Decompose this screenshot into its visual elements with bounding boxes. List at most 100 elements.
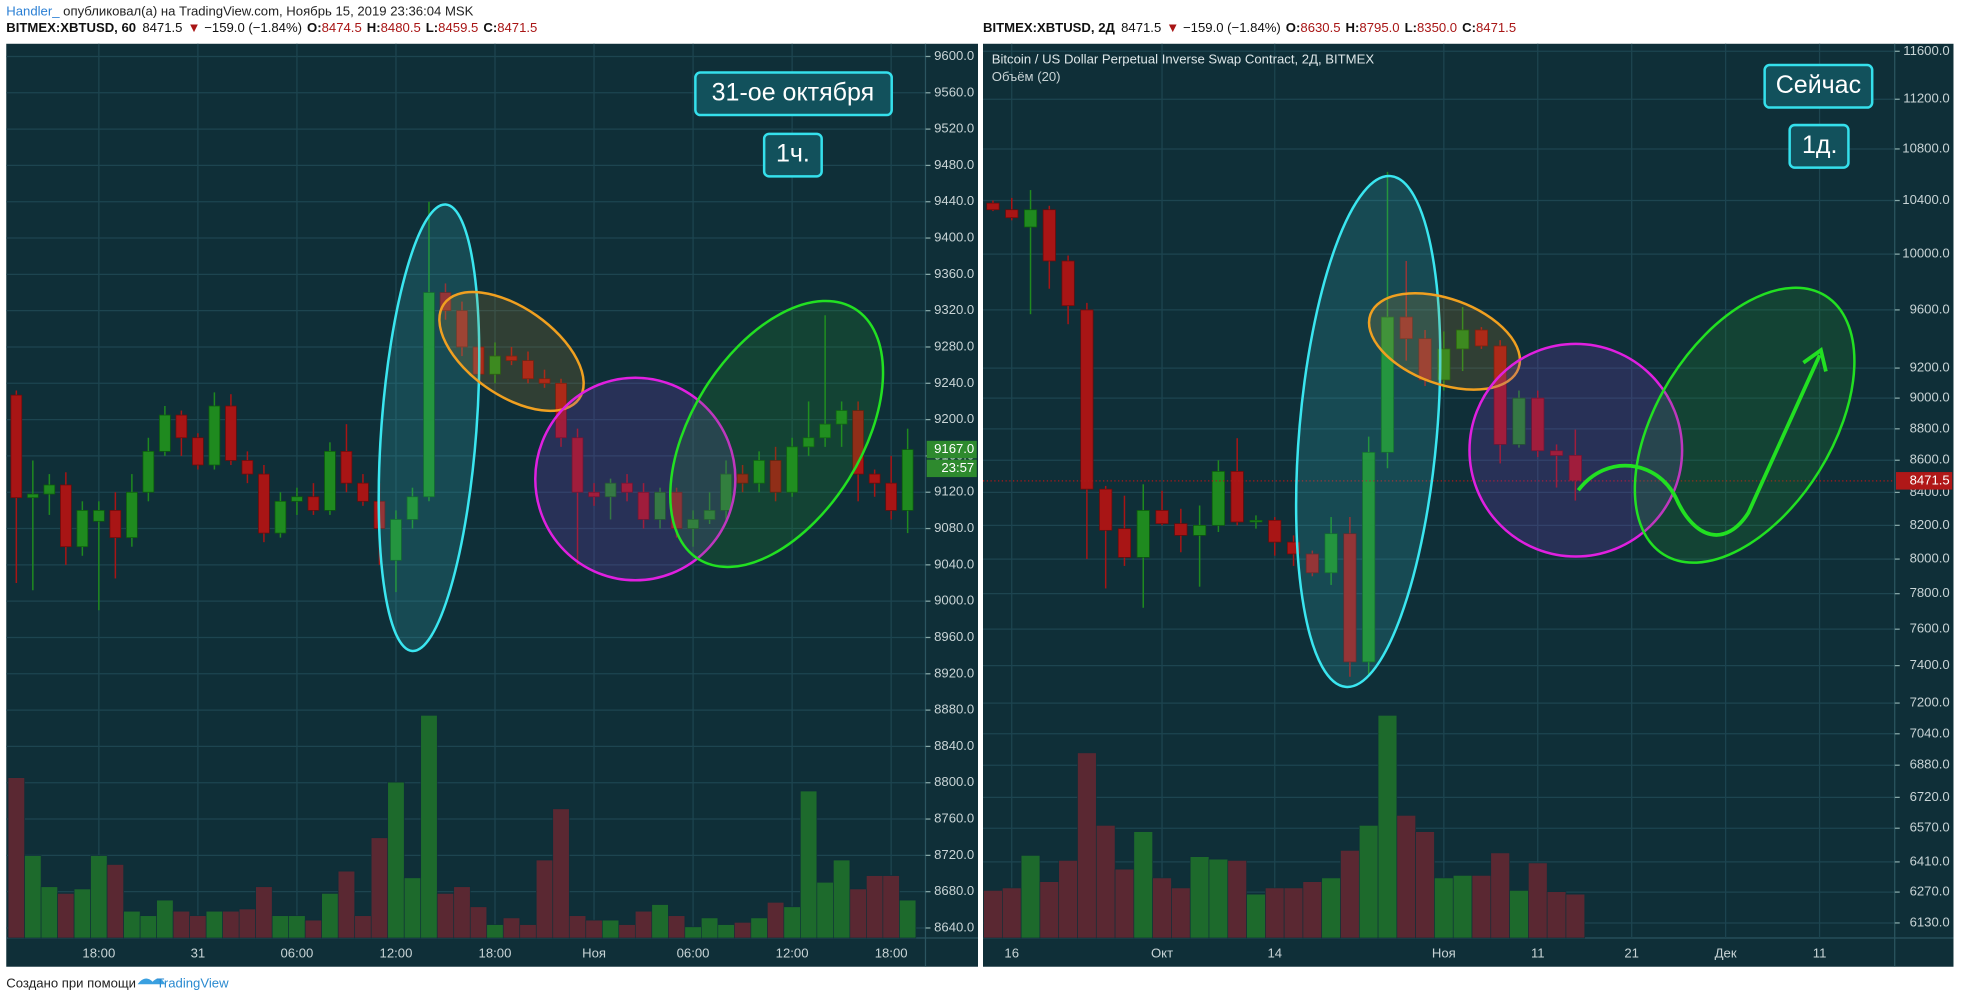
candle-body bbox=[852, 410, 864, 475]
last-price-label: 9167.0 bbox=[934, 441, 974, 456]
candle-body bbox=[588, 491, 600, 498]
candle-body bbox=[1380, 316, 1395, 453]
y-tick-label: 9360.0 bbox=[934, 266, 974, 281]
candle-body bbox=[1286, 541, 1301, 555]
y-tick-label: 8000.0 bbox=[1910, 551, 1950, 566]
chart-background bbox=[983, 43, 1954, 967]
volume-bar bbox=[1265, 887, 1285, 939]
x-tick-label: 18:00 bbox=[479, 946, 512, 961]
ohlc-key: C: bbox=[1462, 20, 1476, 35]
x-tick-label: 21 bbox=[1624, 946, 1639, 961]
y-tick-label: 10000.0 bbox=[1902, 246, 1949, 261]
volume-bar bbox=[1227, 860, 1247, 939]
brand-logo bbox=[137, 978, 166, 985]
volume-bar bbox=[156, 899, 174, 939]
ohlc-key: L: bbox=[1405, 20, 1417, 35]
y-tick-label: 8760.0 bbox=[934, 811, 974, 826]
candle-body bbox=[274, 500, 287, 534]
ohlc-key: O: bbox=[1286, 20, 1301, 35]
volume-bar bbox=[255, 886, 273, 939]
author[interactable]: Handler_ bbox=[6, 4, 60, 19]
charts: 9600.0 9560.0 9520.0 9480.0 9440.0 9400.0 9360… bbox=[6, 43, 1954, 967]
candle-body bbox=[868, 473, 881, 484]
volume-bar bbox=[1039, 881, 1060, 939]
y-tick-label: 8720.0 bbox=[934, 847, 974, 862]
volume-bar bbox=[734, 922, 752, 939]
volume-bar bbox=[882, 875, 900, 939]
volume-bar bbox=[420, 715, 438, 939]
y-tick-label: 9000.0 bbox=[1910, 390, 1950, 405]
volume-bar bbox=[1246, 893, 1266, 939]
y-tick-label: 8600.0 bbox=[1910, 452, 1950, 467]
candle-body bbox=[489, 355, 501, 375]
volume-bar bbox=[849, 888, 867, 939]
candle-body bbox=[505, 355, 518, 361]
candle-body bbox=[1249, 519, 1263, 523]
y-tick-label: 9600.0 bbox=[1910, 301, 1950, 316]
volume-bar bbox=[321, 893, 339, 939]
annotation-box bbox=[1763, 63, 1874, 109]
candle-body bbox=[687, 519, 699, 529]
last: 8471.5 bbox=[1121, 20, 1161, 35]
y-tick-label: 9200.0 bbox=[1910, 360, 1950, 375]
volume-bar bbox=[354, 915, 372, 939]
volume-bar bbox=[1340, 850, 1360, 939]
x-tick-label: 12:00 bbox=[380, 946, 413, 961]
x-tick-label: 11 bbox=[1531, 946, 1545, 961]
last: 8471.5 bbox=[142, 20, 182, 35]
volume-bar bbox=[7, 777, 25, 939]
ohlc-value: 8474.5 bbox=[322, 20, 362, 35]
candle-body bbox=[1493, 345, 1507, 445]
volume-bar bbox=[1152, 877, 1172, 939]
highlight-ellipse bbox=[1367, 291, 1522, 391]
ohlc-value: 8459.5 bbox=[438, 20, 478, 35]
x-tick-label: 31 bbox=[191, 946, 206, 961]
volume-bar bbox=[139, 915, 157, 939]
candle-body bbox=[1061, 260, 1075, 307]
candle-body bbox=[1174, 523, 1188, 536]
chart-background bbox=[6, 43, 978, 967]
annotation: 1д. bbox=[1802, 131, 1837, 159]
volume-bar bbox=[552, 808, 570, 939]
y-tick-label: 8840.0 bbox=[934, 738, 974, 753]
candle-body bbox=[819, 423, 831, 439]
candle-body bbox=[93, 510, 105, 522]
symbol: BITMEX:XBTUSD, 2Д bbox=[983, 20, 1116, 35]
last-price-tag bbox=[926, 440, 977, 459]
volume-bar bbox=[57, 893, 75, 939]
y-tick-label: 8920.0 bbox=[934, 665, 974, 680]
candle-body bbox=[340, 451, 353, 484]
x-tick-label: 11 bbox=[1813, 946, 1827, 961]
subtitle: Bitcoin / US Dollar Perpetual Inverse Sw… bbox=[992, 51, 1375, 66]
x-tick-label: 06:00 bbox=[281, 946, 314, 961]
volume-bar bbox=[568, 915, 587, 939]
highlight-ellipse bbox=[1633, 286, 1856, 564]
volume-bar bbox=[667, 915, 686, 939]
annotation: 31-ое октября bbox=[712, 78, 874, 106]
publish-info: опубликовал(а) на TradingView.com, Ноябр… bbox=[60, 4, 474, 19]
candle-body bbox=[769, 460, 782, 493]
volume-bar bbox=[1490, 852, 1510, 939]
y-tick-label: 9440.0 bbox=[934, 193, 974, 208]
volume-bar bbox=[1565, 893, 1586, 939]
volume-bar bbox=[172, 910, 190, 939]
candle-body bbox=[1268, 519, 1282, 543]
y-tick-label: 8640.0 bbox=[934, 919, 974, 934]
volume-bar bbox=[502, 917, 521, 939]
chart: 11600.0 11200.0 10800.0 10400.0 10000.0 9600.… bbox=[983, 43, 1954, 967]
candle-body bbox=[142, 451, 155, 493]
candle-body bbox=[1343, 533, 1357, 663]
x-tick-label: 12:00 bbox=[776, 946, 809, 961]
y-tick-label: 11600.0 bbox=[1903, 43, 1949, 58]
candle-body bbox=[406, 496, 419, 520]
candle-body bbox=[1474, 329, 1488, 347]
countdown-tag bbox=[926, 459, 977, 478]
volume-bar bbox=[24, 855, 42, 939]
candle-body bbox=[604, 482, 617, 498]
x-tick-label: 18:00 bbox=[875, 946, 908, 961]
brand[interactable]: TradingView bbox=[156, 976, 229, 991]
candle-body bbox=[901, 449, 914, 511]
ohlc-value: 8471.5 bbox=[497, 20, 537, 35]
volume-bar bbox=[1377, 715, 1398, 939]
